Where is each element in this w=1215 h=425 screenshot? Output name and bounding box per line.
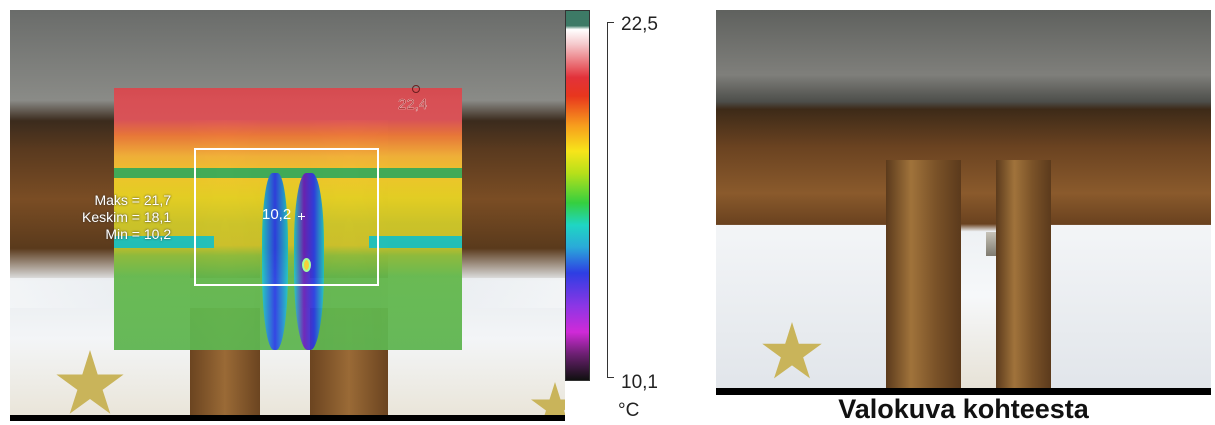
window-handle [986,232,996,256]
thermal-band [369,236,462,248]
stat-min: Min = 10,2 [105,226,172,242]
window-pane [1051,225,1211,392]
scale-max-value: 22,5 [621,14,658,35]
thermal-image-panel: 22,4 10,2 Maks = 21,7 Keskim = 18,1 Min … [10,10,565,421]
scale-bracket [607,22,614,378]
hotspot-value: 22,4 [398,96,428,113]
cold-zone [262,173,288,350]
coldspot-value: 10,2 [262,206,292,223]
stat-max: Maks = 21,7 [94,192,172,208]
stat-average: Keskim = 18,1 [82,209,172,225]
thermal-band [114,168,462,178]
measurement-stats: Maks = 21,7 Keskim = 18,1 Min = 10,2 [82,192,171,243]
thermal-overlay [114,88,462,350]
window-frame [886,160,961,392]
hotspot-ring-marker [302,258,311,272]
photo-caption: Valokuva kohteesta [838,394,1089,424]
temperature-color-scale [565,10,590,381]
coldspot-cross-marker [298,213,305,220]
visual-photo [716,10,1211,392]
scale-unit: °C [618,400,640,421]
thermal-band [114,236,214,248]
window-frame [996,160,1051,392]
measurement-area-box[interactable] [194,148,379,286]
scale-min-value: 10,1 [621,372,658,393]
photo-bottom-bar [716,388,1211,395]
hotspot-marker [412,85,420,93]
image-bottom-bar [10,415,565,421]
